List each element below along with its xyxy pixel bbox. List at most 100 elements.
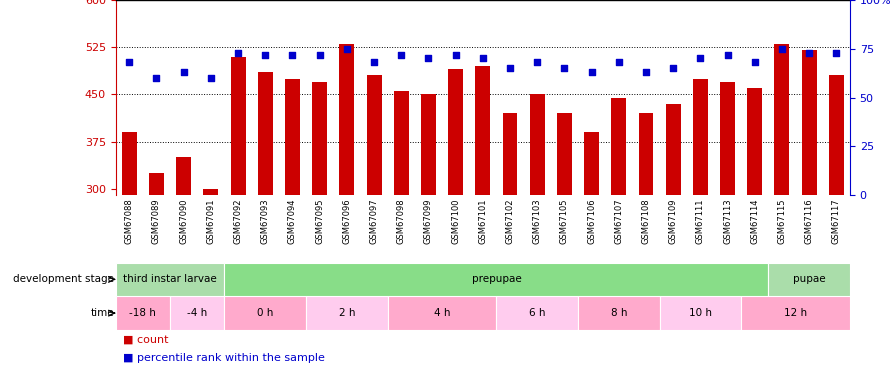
Text: 12 h: 12 h [784,308,807,318]
Bar [122,132,137,195]
Bar [339,44,354,195]
Point [748,59,762,65]
Bar [557,113,572,195]
Text: GSM67099: GSM67099 [424,198,433,244]
Point [585,69,599,75]
Point [639,69,653,75]
Bar [503,113,517,195]
Bar [176,157,191,195]
Point [421,56,435,62]
Bar [149,173,164,195]
Text: prepupae: prepupae [472,274,522,284]
Point [802,50,816,55]
Point [449,52,463,58]
Text: pupae: pupae [793,274,825,284]
Bar [224,296,306,330]
Text: GSM67097: GSM67097 [369,198,378,244]
Bar [829,75,844,195]
Bar [666,104,681,195]
Text: GSM67100: GSM67100 [451,198,460,244]
Text: 0 h: 0 h [257,308,273,318]
Bar [285,79,300,195]
Bar [170,296,224,330]
Point [666,65,680,71]
Text: third instar larvae: third instar larvae [123,274,217,284]
Bar [768,262,850,296]
Bar [116,262,224,296]
Bar [204,189,218,195]
Point [693,56,708,62]
Text: GSM67101: GSM67101 [478,198,488,244]
Text: time: time [91,308,114,318]
Point [258,52,272,58]
Bar [530,94,545,195]
Bar [367,75,382,195]
Bar [116,296,170,330]
Text: development stage: development stage [13,274,114,284]
Text: GSM67105: GSM67105 [560,198,569,244]
Bar [720,82,735,195]
Text: GSM67111: GSM67111 [696,198,705,244]
Bar [231,57,246,195]
Point [394,52,409,58]
Bar [774,44,789,195]
Bar [497,296,578,330]
Bar [224,262,768,296]
Text: GSM67113: GSM67113 [723,198,732,244]
Bar [421,94,436,195]
Point [611,59,626,65]
Bar [741,296,850,330]
Text: GSM67089: GSM67089 [152,198,161,244]
Text: ■ count: ■ count [123,334,168,344]
Bar [306,296,388,330]
Text: GSM67109: GSM67109 [668,198,677,244]
Text: GSM67091: GSM67091 [206,198,215,244]
Text: GSM67093: GSM67093 [261,198,270,244]
Text: GSM67116: GSM67116 [805,198,813,244]
Text: GSM67117: GSM67117 [832,198,841,244]
Text: GSM67108: GSM67108 [642,198,651,244]
Text: -18 h: -18 h [129,308,157,318]
Point [503,65,517,71]
Bar [312,82,328,195]
Bar [388,296,497,330]
Text: GSM67088: GSM67088 [125,198,134,244]
Text: GSM67096: GSM67096 [343,198,352,244]
Text: GSM67095: GSM67095 [315,198,324,244]
Text: 10 h: 10 h [689,308,712,318]
Bar [449,69,463,195]
Text: 8 h: 8 h [611,308,627,318]
Bar [659,296,741,330]
Bar [393,91,409,195]
Text: GSM67114: GSM67114 [750,198,759,244]
Text: GSM67106: GSM67106 [587,198,596,244]
Bar [748,88,762,195]
Bar [584,132,599,195]
Text: GSM67092: GSM67092 [233,198,243,244]
Point [286,52,300,58]
Bar [611,98,627,195]
Point [231,50,246,55]
Text: GSM67102: GSM67102 [506,198,514,244]
Bar [693,79,708,195]
Text: 4 h: 4 h [433,308,450,318]
Text: GSM67115: GSM67115 [778,198,787,244]
Point [557,65,571,71]
Bar [638,113,653,195]
Bar [802,50,817,195]
Point [340,46,354,52]
Bar [578,296,659,330]
Point [150,75,164,81]
Text: -4 h: -4 h [187,308,207,318]
Point [367,59,381,65]
Point [475,56,490,62]
Text: GSM67094: GSM67094 [288,198,297,244]
Text: GSM67098: GSM67098 [397,198,406,244]
Bar [258,72,272,195]
Text: 6 h: 6 h [529,308,546,318]
Bar [475,66,490,195]
Point [829,50,844,55]
Text: GSM67103: GSM67103 [533,198,542,244]
Point [775,46,789,52]
Point [122,59,136,65]
